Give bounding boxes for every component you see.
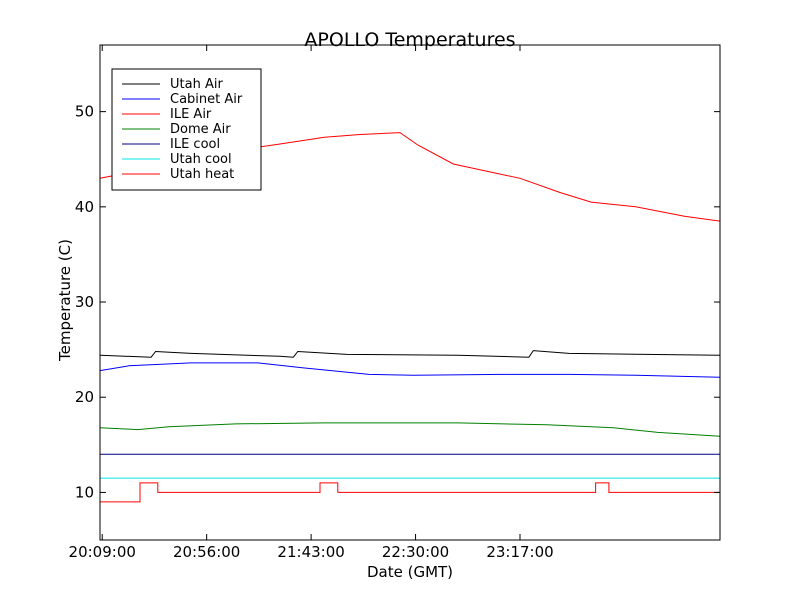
- legend-label-ile-cool: ILE cool: [170, 137, 220, 152]
- x-tick-label: 23:17:00: [486, 543, 553, 561]
- x-axis-label: Date (GMT): [367, 563, 453, 581]
- series-line-utah-air-0: [99, 350, 721, 358]
- y-tick-label: 40: [75, 198, 94, 216]
- ticks-group: 10 20 30 40 50 20:09:00 20:56:00 21:43:00 22:30:…: [69, 45, 720, 561]
- plot-frame: [99, 44, 721, 541]
- series-line-dome-air-3: [99, 422, 721, 437]
- series-line-utah-heat-6: [100, 482, 720, 503]
- y-tick-label: 10: [75, 483, 94, 501]
- legend-label-utah-cool: Utah cool: [170, 152, 232, 167]
- legend-label-utah-heat: Utah heat: [170, 167, 234, 182]
- legend-label-ile-air: ILE Air: [170, 107, 212, 122]
- chart-title: APOLLO Temperatures: [304, 29, 515, 51]
- y-tick-label: 20: [75, 388, 94, 406]
- legend-label-utah-air: Utah Air: [170, 77, 223, 92]
- x-tick-label: 22:30:00: [382, 543, 449, 561]
- x-tick-label: 20:09:00: [69, 543, 136, 561]
- y-tick-label: 50: [75, 103, 94, 121]
- x-tick-label: 21:43:00: [277, 543, 344, 561]
- x-tick-label: 20:56:00: [173, 543, 240, 561]
- y-axis-label: Temperature (C): [56, 239, 74, 362]
- y-tick-label: 30: [75, 293, 94, 311]
- series-line-cabinet-air-1: [99, 362, 721, 378]
- legend-label-cabinet-air: Cabinet Air: [170, 92, 243, 107]
- legend-label-dome-air: Dome Air: [170, 122, 231, 137]
